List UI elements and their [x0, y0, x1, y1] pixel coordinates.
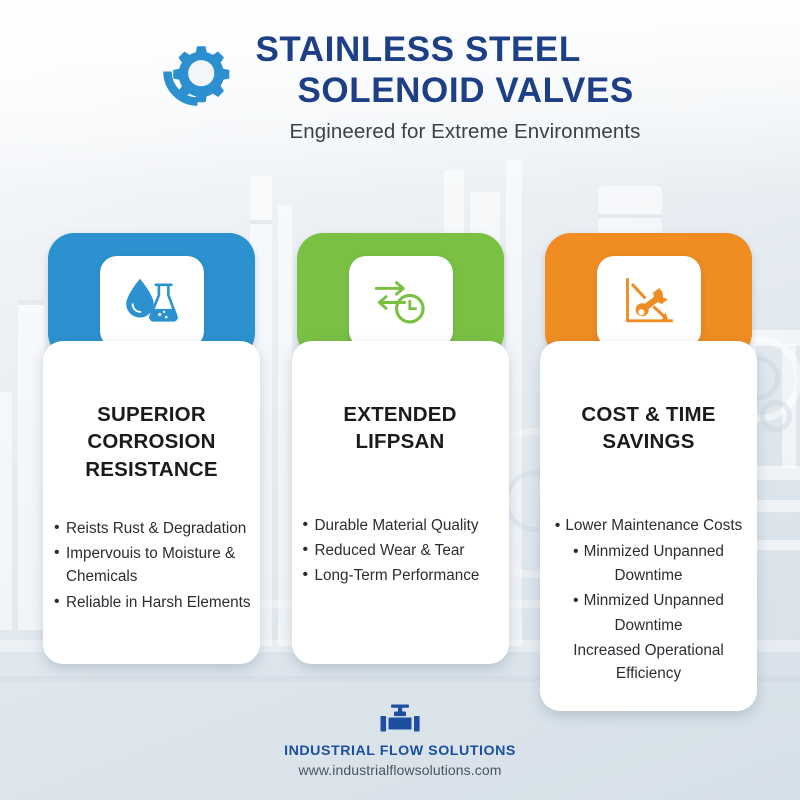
water-drop-flask-icon — [121, 276, 183, 328]
list-item: Reliable in Harsh Elements — [53, 589, 253, 614]
feature-card-savings[interactable]: COST & TIME SAVINGS Lower Maintenance Co… — [540, 233, 757, 712]
card-body: SUPERIOR CORROSION RESISTANCE Reists Rus… — [43, 341, 260, 664]
page-subtitle: Engineered for Extreme Environments — [289, 120, 641, 144]
page-title-line-1: STAINLESS STEEL — [255, 30, 581, 69]
card-title: SUPERIOR CORROSION RESISTANCE — [43, 341, 260, 483]
card-title-line: LIFPSAN — [355, 430, 445, 454]
icon-tile — [597, 256, 701, 348]
list-item: Reists Rust & Degradation — [53, 516, 253, 541]
card-bullet-list: Lower Maintenance Costs Minmized Unpanne… — [540, 456, 757, 712]
card-title-line: SUPERIOR — [97, 403, 206, 426]
feature-card-corrosion[interactable]: SUPERIOR CORROSION RESISTANCE Reists Rus… — [43, 233, 260, 711]
gear-arc-icon — [159, 40, 237, 118]
page-title-line-2: SOLENOID VALVES — [297, 70, 634, 110]
card-bullet-list: Durable Material Quality Reduced Wear & … — [292, 456, 509, 614]
card-title-line: EXTENDED — [343, 403, 457, 426]
card-title-line: SAVINGS — [602, 430, 695, 454]
list-item: Lower Maintenance Costs — [542, 514, 755, 538]
ball-valve-icon — [378, 704, 422, 736]
card-title-line: COST & TIME — [581, 403, 716, 426]
card-title-line: RESISTANCE — [85, 457, 218, 481]
list-item: Minmized Unpanned Downtime — [542, 589, 755, 637]
list-item: Minmized Unpanned Downtime — [542, 540, 755, 588]
card-body: EXTENDED LIFPSAN Durable Material Qualit… — [291, 341, 509, 664]
feature-card-lifespan[interactable]: EXTENDED LIFPSAN Durable Material Qualit… — [291, 233, 509, 711]
feature-cards: SUPERIOR CORROSION RESISTANCE Reists Rus… — [43, 233, 757, 712]
list-item: Long-Term Performance — [302, 563, 502, 588]
card-title: EXTENDED LIFPSAN — [292, 341, 509, 456]
poster-footer: INDUSTRIAL FLOW SOLUTIONS www.industrial… — [0, 704, 800, 778]
list-item: Reduced Wear & Tear — [302, 538, 502, 563]
card-accent-header — [545, 233, 752, 359]
arrows-clock-icon — [371, 276, 431, 329]
card-body: COST & TIME SAVINGS Lower Maintenance Co… — [540, 341, 757, 712]
icon-tile — [348, 256, 453, 348]
list-item: Impervouis to Moisture & Chemicals — [53, 541, 253, 589]
company-website[interactable]: www.industrialflowsolutions.com — [298, 762, 502, 778]
icon-tile — [100, 256, 204, 348]
card-title: COST & TIME SAVINGS — [540, 341, 757, 456]
declining-chart-wrench-icon — [621, 276, 677, 328]
card-accent-header — [296, 233, 504, 359]
card-accent-header — [48, 233, 255, 359]
card-title-line: CORROSION — [87, 430, 216, 454]
card-bullet-list: Reists Rust & Degradation Impervouis to … — [43, 483, 260, 640]
poster-header: STAINLESS STEEL SOLENOID VALVES Engineer… — [0, 26, 800, 144]
list-item: Durable Material Quality — [302, 512, 502, 537]
list-item: Increased Operational Efficiency — [573, 641, 724, 683]
company-name: INDUSTRIAL FLOW SOLUTIONS — [284, 743, 516, 759]
title-block: STAINLESS STEEL SOLENOID VALVES Engineer… — [253, 26, 640, 144]
